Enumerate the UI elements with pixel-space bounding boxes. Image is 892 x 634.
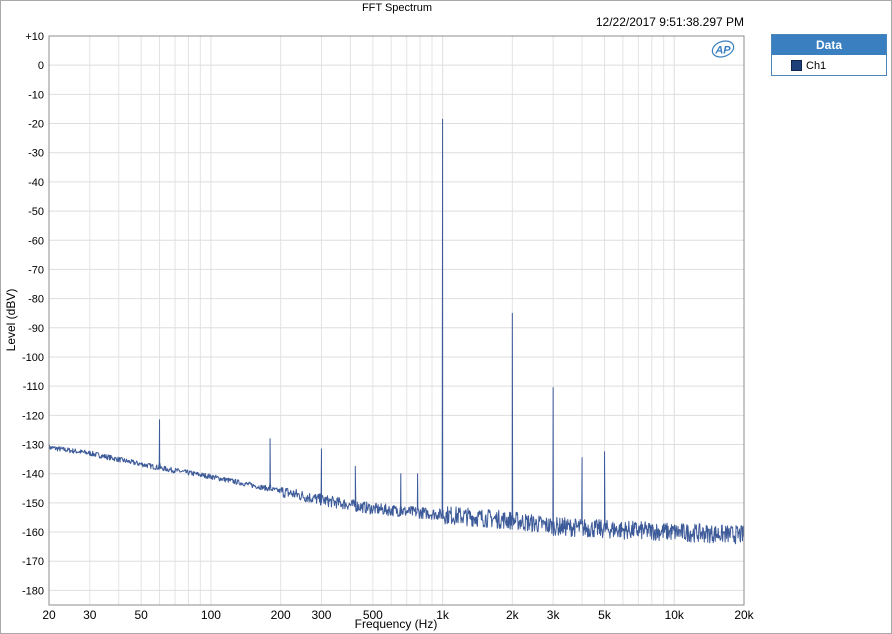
x-tick-label: 3k — [547, 608, 561, 622]
x-tick-label: 1k — [436, 608, 450, 622]
timestamp: 12/22/2017 9:51:38.297 PM — [596, 15, 744, 29]
x-tick-label: 200 — [271, 608, 291, 622]
grid — [48, 35, 745, 605]
trace-layer — [48, 118, 745, 545]
y-tick-label: -10 — [28, 89, 44, 101]
legend-item-ch1[interactable]: Ch1 — [772, 55, 886, 76]
ap-logo: AP — [711, 40, 735, 58]
y-axis-tick-labels: +10 0 -10 -20 -30 -40 -50 -60 -70 -80 -90 -100 -110 -… — [22, 31, 44, 597]
legend-item-label: Ch1 — [806, 59, 827, 72]
chart-title: FFT Spectrum — [362, 2, 432, 14]
y-tick-label: -50 — [28, 206, 44, 218]
x-tick-label: 20k — [734, 608, 754, 622]
y-tick-label: -90 — [28, 323, 44, 335]
y-tick-label: -180 — [22, 585, 44, 597]
plot-area-border — [48, 35, 745, 606]
legend: Data Ch1 — [771, 34, 887, 76]
ap-logo-text: AP — [714, 45, 731, 57]
series-ch1-trace — [48, 118, 745, 545]
y-tick-label: -140 — [22, 469, 44, 481]
y-tick-label: -30 — [28, 148, 44, 160]
y-axis-label: Level (dBV) — [4, 289, 18, 352]
x-axis-tick-labels: 20 30 50 100 200 300 500 1k 2k 3k 5k 10k 20k — [42, 608, 754, 622]
x-tick-label: 100 — [201, 608, 221, 622]
y-tick-label: -120 — [22, 410, 44, 422]
x-tick-label: 10k — [665, 608, 685, 622]
x-tick-label: 50 — [135, 608, 149, 622]
legend-header: Data — [772, 35, 886, 55]
y-tick-label: -80 — [28, 294, 44, 306]
y-tick-label: -40 — [28, 177, 44, 189]
x-tick-label: 2k — [506, 608, 520, 622]
x-tick-label: 20 — [42, 608, 56, 622]
y-tick-label: -130 — [22, 440, 44, 452]
x-tick-label: 5k — [598, 608, 612, 622]
y-tick-label: +10 — [25, 31, 44, 43]
x-tick-label: 500 — [363, 608, 383, 622]
y-tick-label: -70 — [28, 264, 44, 276]
y-tick-label: -110 — [23, 381, 44, 393]
x-tick-label: 30 — [83, 608, 97, 622]
y-tick-label: -150 — [22, 498, 44, 510]
y-tick-label: -160 — [22, 527, 44, 539]
y-tick-label: -100 — [22, 352, 44, 364]
legend-swatch — [791, 60, 802, 71]
y-tick-label: -20 — [28, 119, 44, 131]
y-tick-label: -60 — [28, 235, 44, 247]
y-tick-label: -170 — [22, 556, 44, 568]
x-tick-label: 300 — [311, 608, 331, 622]
x-axis-label: Frequency (Hz) — [355, 617, 438, 631]
y-tick-label: 0 — [38, 60, 44, 72]
